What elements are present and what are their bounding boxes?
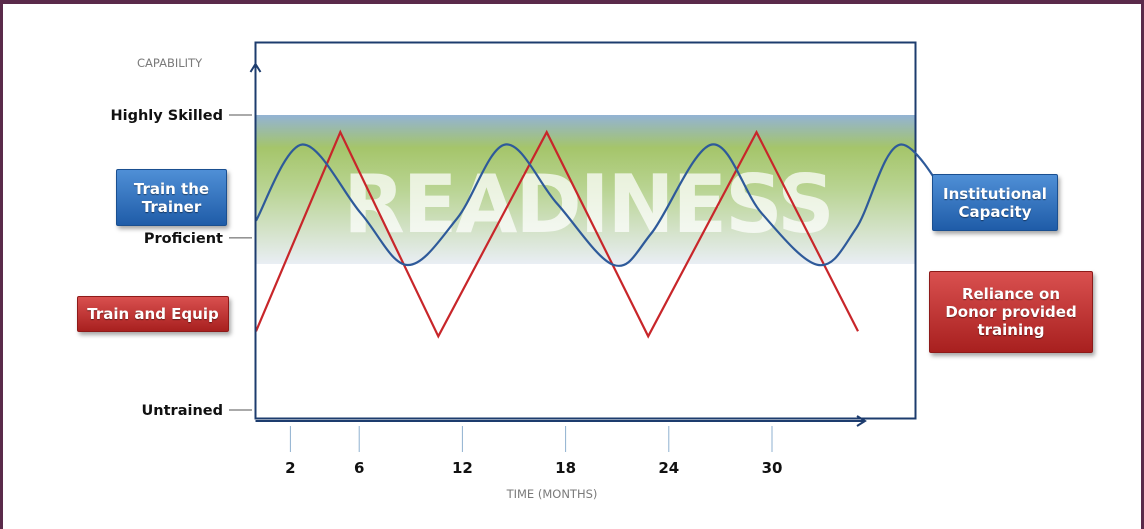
y-level-label: Untrained [142,403,223,419]
x-tick-label: 24 [658,459,679,477]
y-axis-levels: Untrained Proficient Highly Skilled [111,108,252,419]
x-axis-ticks: 2 6 12 18 24 30 [285,426,782,477]
callout-train-and-equip: Train and Equip [77,296,229,332]
y-level-label: Proficient [144,231,223,247]
x-tick-label: 12 [452,459,473,477]
x-axis-label: TIME (MONTHS) [506,487,598,501]
y-level-label: Highly Skilled [111,108,224,124]
y-axis-label: CAPABILITY [137,56,203,70]
x-axis-arrowhead [856,415,867,427]
y-axis-arrowhead [249,62,262,73]
red-zigzag-series [254,129,859,339]
callout-reliance-on-donor: Reliance on Donor provided training [929,271,1093,353]
readiness-watermark: READINESS [343,158,833,251]
callout-institutional-capacity: Institutional Capacity [932,174,1058,231]
blue-wave-series [255,143,963,267]
x-tick-label: 6 [354,459,364,477]
x-tick-label: 30 [762,459,783,477]
x-tick-label: 18 [555,459,576,477]
series-lines [254,129,963,339]
callout-train-the-trainer: Train the Trainer [116,169,227,226]
x-tick-label: 2 [285,459,295,477]
